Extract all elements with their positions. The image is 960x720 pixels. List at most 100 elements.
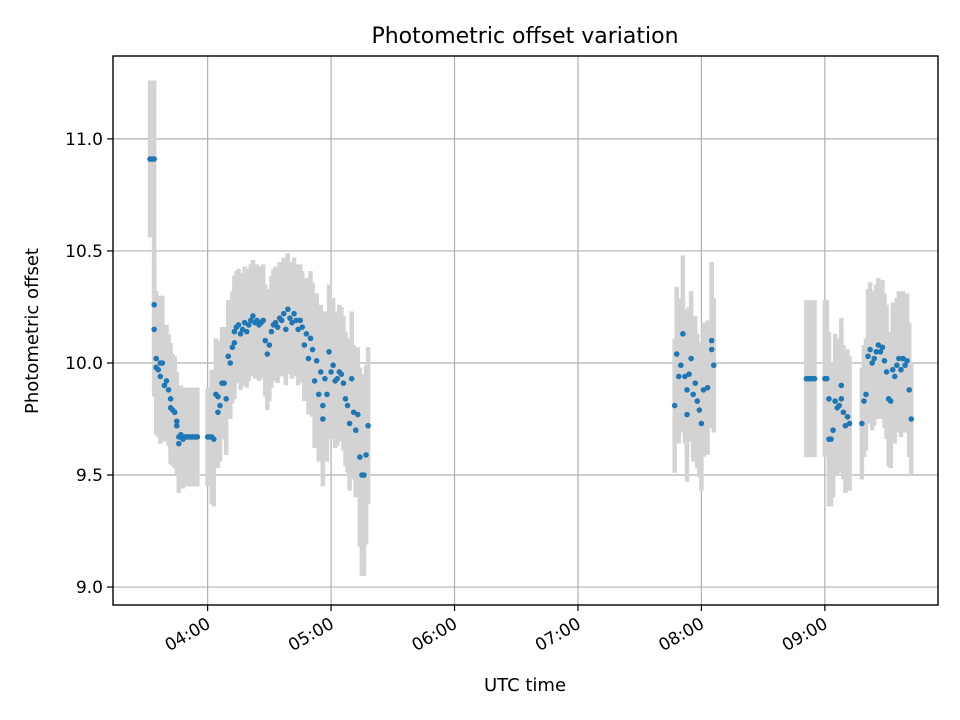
data-point [836, 402, 843, 409]
data-point [898, 366, 904, 373]
data-point [151, 301, 157, 308]
chart-title: Photometric offset variation [371, 24, 678, 49]
data-point [328, 369, 334, 375]
data-point [173, 422, 180, 429]
x-tick-label: 05:00 [285, 614, 337, 656]
data-point [330, 362, 336, 369]
data-point [708, 337, 715, 344]
y-tick-label: 9.5 [76, 466, 103, 486]
data-point [692, 380, 699, 386]
data-point [260, 317, 266, 324]
data-point [846, 420, 853, 427]
data-point [348, 375, 355, 382]
data-point [904, 357, 910, 364]
data-point [342, 396, 349, 402]
data-point [161, 382, 168, 389]
y-tick-label: 10.0 [65, 354, 103, 374]
data-point [151, 326, 157, 333]
data-point [167, 396, 174, 402]
data-point [889, 366, 896, 373]
data-point [696, 407, 703, 413]
data-point [317, 369, 324, 375]
y-tick-label: 9.0 [76, 578, 103, 598]
data-point [671, 402, 678, 409]
data-point [877, 348, 884, 355]
data-point [326, 348, 332, 355]
data-point [682, 373, 688, 380]
data-point [215, 393, 221, 400]
data-point [324, 391, 330, 398]
data-point [334, 375, 341, 382]
data-point [217, 402, 223, 409]
data-point [241, 319, 248, 326]
data-point [863, 391, 869, 398]
data-point [826, 396, 832, 402]
data-point [266, 342, 273, 348]
data-point [171, 409, 178, 416]
data-point [708, 346, 715, 353]
data-point [842, 422, 849, 429]
data-point [680, 331, 686, 337]
point-layer [147, 156, 915, 478]
data-point [883, 369, 890, 375]
data-point [896, 355, 902, 362]
data-point [700, 387, 707, 393]
data-point [684, 387, 690, 393]
data-point [673, 351, 680, 357]
data-point [272, 319, 279, 326]
data-point [365, 422, 371, 429]
data-point [688, 355, 694, 362]
data-point [894, 362, 900, 369]
data-point [881, 357, 888, 364]
data-point [859, 420, 865, 427]
data-point [811, 375, 818, 382]
data-point [157, 373, 164, 380]
data-point [225, 353, 232, 360]
data-point [303, 331, 310, 337]
data-point [151, 156, 157, 162]
data-point [908, 416, 915, 422]
data-point [237, 331, 244, 337]
data-point [698, 420, 705, 427]
data-point [320, 416, 326, 422]
data-point [840, 409, 847, 416]
data-point [675, 373, 682, 380]
data-point [838, 396, 845, 402]
data-point [313, 357, 320, 364]
error-bar-layer [147, 80, 914, 576]
data-point [178, 431, 184, 438]
data-point [832, 398, 838, 404]
data-point [297, 317, 304, 324]
data-point [694, 398, 701, 404]
data-point [363, 452, 369, 458]
data-point [163, 378, 170, 384]
data-point [869, 360, 875, 366]
data-point [254, 317, 260, 324]
data-point [243, 328, 250, 335]
data-point [704, 384, 711, 391]
data-point [285, 306, 291, 313]
data-point [231, 340, 238, 346]
data-point [871, 355, 878, 362]
data-point [346, 420, 353, 427]
plot-frame [112, 55, 939, 606]
data-point [250, 313, 256, 319]
data-point [315, 391, 322, 398]
data-point [355, 411, 361, 418]
data-point [227, 360, 234, 366]
data-point [211, 436, 217, 442]
data-point [861, 398, 867, 404]
data-point [900, 355, 906, 362]
data-point [159, 360, 166, 366]
x-tick-label: 04:00 [162, 614, 214, 656]
data-point [278, 317, 285, 324]
data-point [291, 310, 297, 317]
data-point [194, 434, 201, 440]
data-point [873, 348, 880, 355]
data-point [301, 342, 308, 348]
data-point [287, 315, 293, 321]
data-point [231, 328, 238, 335]
data-point [283, 326, 289, 333]
data-point [902, 362, 908, 369]
